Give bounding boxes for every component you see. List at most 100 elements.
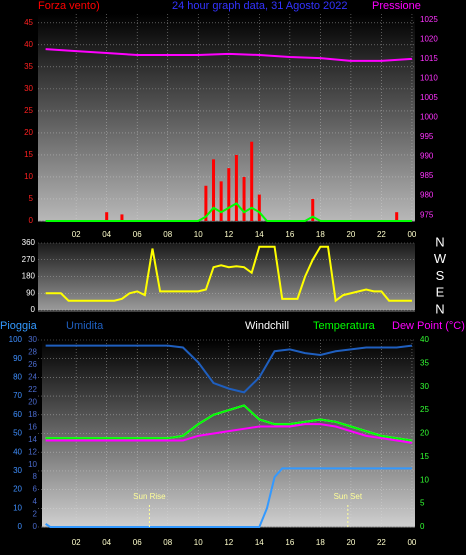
bar: [204, 185, 208, 221]
x-tick-label: 16: [285, 538, 294, 547]
y3-tick-label: 22: [28, 385, 37, 394]
series-line: [45, 48, 413, 62]
chart-title: 24 hour graph data, 31 Agosto 2022: [172, 0, 348, 12]
x-tick-label: 02: [72, 230, 81, 239]
x-tick-label: 12: [224, 230, 233, 239]
y-tick-label: 20: [24, 128, 33, 137]
legend-label: Windchill: [245, 320, 289, 332]
x-tick-label: 08: [163, 538, 172, 547]
x-tick-label: 20: [346, 230, 355, 239]
y2-tick-label: 1015: [420, 54, 438, 63]
x-tick-label: 16: [285, 230, 294, 239]
bar: [105, 212, 109, 221]
y2-tick-label: N: [435, 234, 444, 249]
annotation: Sun Rise: [133, 492, 166, 501]
y-tick-label: 45: [24, 18, 33, 27]
y2-tick-label: 1010: [420, 74, 438, 83]
y3-tick-label: 8: [33, 472, 38, 481]
legend-label: Forza vento): [38, 0, 100, 12]
bar: [212, 159, 216, 221]
x-tick-label: 18: [316, 230, 325, 239]
y2-tick-label: 35: [420, 358, 429, 367]
y2-tick-label: 975: [420, 210, 434, 219]
bar: [227, 168, 231, 221]
y2-tick-label: 1005: [420, 93, 438, 102]
y2-tick-label: 40: [420, 335, 429, 344]
series-line: [45, 344, 413, 394]
series-line: [45, 404, 413, 442]
y3-tick-label: 12: [28, 447, 37, 456]
x-tick-label: 00: [407, 538, 416, 547]
y3-tick-label: 26: [28, 360, 37, 369]
bar: [234, 154, 238, 221]
x-tick-label: 06: [133, 538, 142, 547]
x-tick-label: 00: [407, 230, 416, 239]
bar: [219, 181, 223, 221]
bar: [250, 141, 254, 221]
x-tick-label: 22: [377, 230, 386, 239]
y2-tick-label: 1000: [420, 113, 438, 122]
x-tick-label: 04: [102, 538, 111, 547]
y-tick-label: 30: [24, 84, 33, 93]
y-tick-label: 60: [13, 410, 22, 419]
series-line: [45, 467, 412, 528]
y2-tick-label: 30: [420, 382, 429, 391]
bar: [120, 214, 124, 221]
x-tick-label: 10: [194, 538, 203, 547]
x-tick-label: 04: [102, 230, 111, 239]
y-tick-label: 5: [29, 194, 34, 203]
y-tick-label: 30: [13, 466, 22, 475]
y3-tick-label: 30: [28, 335, 37, 344]
y3-tick-label: 10: [28, 460, 37, 469]
y-tick-label: 90: [13, 354, 22, 363]
y2-tick-label: W: [434, 251, 447, 266]
y3-tick-label: 0: [33, 522, 38, 531]
x-tick-label: 18: [316, 538, 325, 547]
x-tick-label: 14: [255, 230, 264, 239]
y-tick-label: 10: [24, 172, 33, 181]
y2-tick-label: 995: [420, 132, 434, 141]
y-tick-label: 35: [24, 62, 33, 71]
series-line: [45, 423, 413, 444]
y2-tick-label: 1025: [420, 15, 438, 24]
y-tick-label: 80: [13, 373, 22, 382]
plot-area: [38, 243, 415, 310]
annotation: Sun Set: [334, 492, 363, 501]
x-tick-label: 20: [346, 538, 355, 547]
y3-tick-label: 18: [28, 410, 37, 419]
legend-label: Dew Point (°C): [392, 320, 465, 332]
x-tick-label: 08: [163, 230, 172, 239]
series-line: [45, 202, 412, 222]
x-tick-label: 14: [255, 538, 264, 547]
y2-tick-label: 10: [420, 475, 429, 484]
y-tick-label: 180: [22, 272, 36, 281]
y3-tick-label: 14: [28, 435, 37, 444]
y2-tick-label: 990: [420, 152, 434, 161]
series-line: [45, 245, 412, 303]
y-tick-label: 40: [24, 40, 33, 49]
x-tick-label: 22: [377, 538, 386, 547]
y-tick-label: 50: [13, 429, 22, 438]
bar: [242, 176, 246, 221]
y-tick-label: 0: [29, 216, 34, 225]
plot-area: [38, 14, 415, 221]
y3-tick-label: 6: [33, 485, 38, 494]
y2-tick-label: 0: [420, 522, 425, 531]
y2-tick-label: 5: [420, 499, 425, 508]
y3-tick-label: 28: [28, 348, 37, 357]
y3-tick-label: 20: [28, 397, 37, 406]
y2-tick-label: 15: [420, 452, 429, 461]
legend-label: Temperatura: [313, 320, 376, 332]
y2-tick-label: S: [436, 268, 445, 283]
y2-tick-label: 980: [420, 191, 434, 200]
x-tick-label: 02: [72, 538, 81, 547]
y3-tick-label: 2: [33, 510, 38, 519]
y2-tick-label: 1020: [420, 34, 438, 43]
y-tick-label: 90: [26, 288, 35, 297]
y-tick-label: 270: [22, 255, 36, 264]
legend-label: Pressione: [372, 0, 421, 12]
y-tick-label: 25: [24, 106, 33, 115]
y-tick-label: 0: [18, 522, 23, 531]
bar: [311, 198, 315, 221]
